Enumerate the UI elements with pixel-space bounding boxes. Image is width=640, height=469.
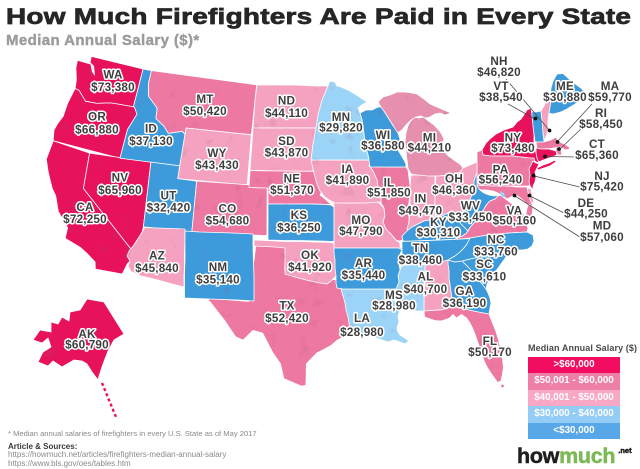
svg-text:$43,430: $43,430	[195, 159, 239, 172]
svg-text:$32,420: $32,420	[147, 202, 191, 215]
svg-text:$59,770: $59,770	[588, 91, 632, 104]
svg-text:$52,420: $52,420	[265, 312, 309, 325]
svg-text:$36,580: $36,580	[361, 140, 405, 153]
svg-text:$29,820: $29,820	[319, 122, 363, 135]
svg-text:$33,610: $33,610	[463, 271, 507, 284]
svg-text:NV: NV	[112, 172, 129, 185]
svg-text:NH: NH	[490, 55, 507, 68]
svg-text:FL: FL	[483, 335, 498, 348]
svg-text:AR: AR	[355, 257, 373, 270]
svg-text:WI: WI	[376, 129, 391, 142]
svg-text:UT: UT	[161, 190, 178, 203]
svg-text:$73,480: $73,480	[491, 142, 535, 155]
svg-text:$56,240: $56,240	[479, 174, 523, 187]
svg-text:OK: OK	[301, 249, 319, 262]
svg-text:ID: ID	[145, 123, 157, 136]
svg-text:$50,160: $50,160	[493, 215, 537, 228]
svg-text:KS: KS	[291, 209, 308, 222]
svg-text:SC: SC	[476, 258, 493, 271]
svg-text:OR: OR	[88, 111, 106, 124]
svg-text:MN: MN	[332, 111, 351, 124]
svg-text:$60,790: $60,790	[65, 339, 109, 352]
svg-text:$46,360: $46,360	[432, 184, 476, 197]
svg-text:DE: DE	[578, 197, 595, 210]
svg-text:$73,380: $73,380	[91, 81, 135, 94]
svg-text:WA: WA	[103, 69, 123, 82]
svg-text:GA: GA	[456, 285, 474, 298]
svg-text:TN: TN	[413, 242, 429, 255]
svg-text:$38,540: $38,540	[479, 91, 523, 104]
svg-text:IL: IL	[384, 177, 395, 190]
svg-text:MO: MO	[351, 214, 370, 227]
svg-text:IA: IA	[341, 163, 353, 176]
svg-text:$35,440: $35,440	[342, 269, 386, 282]
svg-text:NE: NE	[284, 173, 301, 186]
svg-text:NC: NC	[487, 234, 505, 247]
svg-text:$51,850: $51,850	[367, 187, 411, 200]
svg-text:$35,140: $35,140	[196, 274, 240, 287]
svg-text:IN: IN	[414, 193, 426, 206]
svg-text:$50,170: $50,170	[468, 346, 512, 359]
svg-text:$33,450: $33,450	[449, 211, 493, 224]
svg-text:$41,920: $41,920	[288, 261, 332, 274]
svg-text:AZ: AZ	[149, 250, 165, 263]
svg-text:$38,460: $38,460	[399, 254, 443, 267]
svg-text:NM: NM	[209, 261, 228, 274]
svg-text:$47,790: $47,790	[339, 225, 383, 238]
svg-text:NY: NY	[505, 132, 522, 145]
svg-text:VA: VA	[507, 205, 523, 218]
svg-text:OH: OH	[445, 173, 463, 186]
svg-text:$28,980: $28,980	[372, 300, 416, 313]
svg-text:PA: PA	[493, 164, 509, 177]
svg-text:WY: WY	[207, 147, 226, 160]
svg-text:$45,840: $45,840	[135, 262, 179, 275]
svg-text:MD: MD	[593, 220, 612, 233]
svg-text:CA: CA	[76, 201, 94, 214]
svg-text:MA: MA	[601, 80, 620, 93]
svg-text:$44,110: $44,110	[265, 107, 308, 120]
svg-text:$41,890: $41,890	[326, 174, 370, 187]
svg-text:$51,370: $51,370	[270, 184, 314, 197]
svg-text:$54,680: $54,680	[206, 215, 250, 228]
svg-text:$43,870: $43,870	[265, 147, 309, 160]
svg-text:$36,190: $36,190	[443, 297, 487, 310]
svg-text:CO: CO	[219, 203, 237, 216]
svg-text:$44,210: $44,210	[408, 142, 452, 155]
svg-text:NJ: NJ	[594, 170, 609, 183]
svg-text:$75,420: $75,420	[580, 181, 624, 194]
svg-text:$66,880: $66,880	[75, 124, 119, 137]
svg-text:RI: RI	[595, 107, 607, 120]
svg-text:KY: KY	[430, 216, 447, 229]
svg-text:$28,980: $28,980	[340, 326, 384, 339]
svg-text:$40,700: $40,700	[404, 283, 448, 296]
svg-text:$46,820: $46,820	[477, 66, 521, 79]
svg-text:AL: AL	[418, 271, 434, 284]
svg-text:SD: SD	[278, 135, 295, 148]
svg-text:ME: ME	[556, 80, 574, 93]
svg-text:$30,880: $30,880	[543, 91, 587, 104]
svg-text:$33,760: $33,760	[474, 246, 518, 259]
svg-text:$49,470: $49,470	[399, 205, 443, 218]
svg-text:MT: MT	[196, 93, 214, 106]
svg-text:VT: VT	[493, 80, 509, 93]
svg-text:LA: LA	[354, 312, 370, 325]
svg-text:AK: AK	[78, 328, 96, 341]
svg-text:MS: MS	[385, 289, 403, 302]
svg-text:$30,310: $30,310	[417, 227, 461, 240]
svg-text:$37,130: $37,130	[129, 135, 173, 148]
svg-text:$44,250: $44,250	[564, 208, 608, 221]
svg-text:TX: TX	[279, 300, 294, 313]
svg-text:MI: MI	[423, 132, 436, 145]
svg-text:CT: CT	[589, 138, 606, 151]
svg-text:$57,060: $57,060	[580, 231, 624, 244]
svg-text:$72,250: $72,250	[63, 213, 107, 226]
svg-text:$36,250: $36,250	[277, 222, 321, 235]
svg-text:ND: ND	[278, 95, 295, 108]
svg-text:WV: WV	[461, 200, 480, 213]
svg-text:$58,450: $58,450	[579, 118, 623, 131]
svg-text:$65,360: $65,360	[575, 149, 619, 162]
svg-text:$65,960: $65,960	[98, 184, 142, 197]
svg-text:$50,420: $50,420	[183, 105, 227, 118]
